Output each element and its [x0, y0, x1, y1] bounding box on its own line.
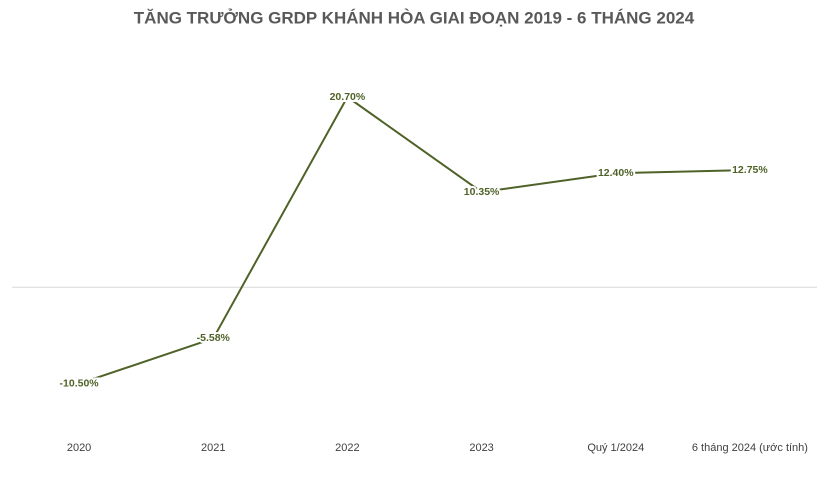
x-tick-label: 2020	[66, 442, 92, 454]
chart-title: TĂNG TRƯỞNG GRDP KHÁNH HÒA GIAI ĐOẠN 201…	[134, 8, 695, 27]
data-label: 12.40%	[598, 167, 634, 179]
x-tick-label: 2023	[469, 442, 494, 454]
data-label: 12.75%	[732, 164, 768, 176]
x-tick-label-box: 2022	[335, 442, 360, 454]
x-tick-label: 2021	[201, 442, 226, 454]
x-tick-label-box: Quý 1/2024	[587, 442, 645, 454]
x-tick-label-box: 2021	[201, 442, 226, 454]
data-label: 20.70%	[330, 91, 366, 103]
x-tick-label-box: 2020	[66, 442, 92, 454]
x-tick-label: 6 tháng 2024 (ước tính)	[691, 442, 808, 454]
x-tick-label: 2022	[335, 442, 360, 454]
x-tick-label-box: 6 tháng 2024 (ước tính)	[691, 442, 808, 454]
data-label: -5.58%	[197, 332, 231, 344]
data-label: 10.35%	[464, 186, 500, 198]
x-tick-label-box: 2023	[469, 442, 494, 454]
data-label: -10.50%	[60, 377, 100, 389]
x-tick-label: Quý 1/2024	[587, 442, 645, 454]
line	[78, 95, 750, 385]
